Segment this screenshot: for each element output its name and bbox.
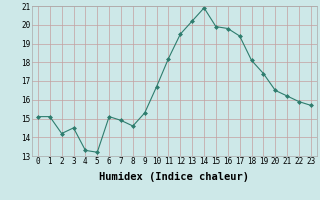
- X-axis label: Humidex (Indice chaleur): Humidex (Indice chaleur): [100, 172, 249, 182]
